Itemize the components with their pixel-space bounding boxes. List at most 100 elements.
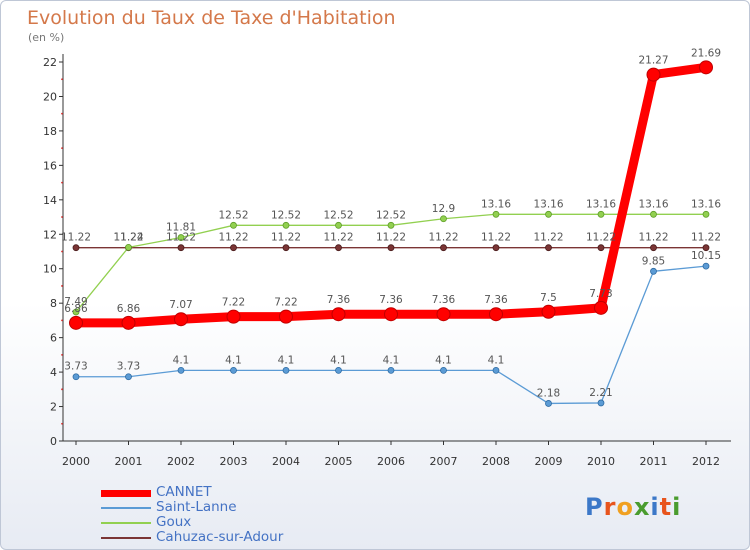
data-label-goux: 12.9 [432,203,455,215]
data-point-saint-lanne [492,366,500,374]
data-label-goux: 13.16 [691,198,721,210]
data-label-cahuzac-sur-adour: 11.22 [481,232,511,244]
data-label-cannet: 7.22 [222,297,245,309]
x-tick-label: 2012 [692,455,720,468]
logo-letter: i [672,493,682,521]
y-minor-tick [61,422,63,425]
data-point-goux [387,221,395,229]
y-minor-tick [61,112,63,115]
data-point-saint-lanne [650,267,657,275]
data-point-goux [545,210,552,218]
data-label-cannet: 21.69 [691,47,721,59]
series-line-saint-lanne [75,265,707,405]
data-label-cahuzac-sur-adour: 11.22 [271,232,301,244]
data-point-saint-lanne [387,366,395,374]
data-point-cannet [384,307,398,322]
data-point-goux [125,243,132,251]
data-point-cahuzac-sur-adour [597,244,605,252]
data-label-saint-lanne: 4.1 [330,354,347,366]
data-label-goux: 12.52 [323,209,353,221]
data-point-cahuzac-sur-adour [702,244,710,252]
data-point-goux [282,221,290,229]
y-tick-label: 14 [43,194,57,207]
legend-label: Saint-Lanne [156,499,237,515]
data-point-cannet [646,67,661,82]
data-label-cahuzac-sur-adour: 11.22 [691,232,721,244]
chart-subtitle: (en %) [28,31,65,44]
data-label-cahuzac-sur-adour: 11.22 [113,232,143,244]
data-point-cannet [69,315,83,330]
data-point-saint-lanne [282,366,290,374]
data-point-saint-lanne [335,366,342,374]
data-point-cahuzac-sur-adour [230,244,237,252]
data-point-goux [335,221,342,229]
data-label-saint-lanne: 4.1 [435,354,452,366]
y-minor-tick [61,285,63,287]
data-point-saint-lanne [597,399,605,407]
data-label-goux: 12.52 [271,209,301,221]
data-label-cahuzac-sur-adour: 11.22 [166,232,196,244]
data-point-cahuzac-sur-adour [387,244,395,252]
y-minor-tick [61,353,63,356]
data-point-cannet [331,307,346,322]
data-label-goux: 13.16 [533,198,563,210]
y-minor-tick [61,147,63,150]
data-label-goux: 13.16 [638,198,668,210]
logo-letter: t [659,493,673,521]
data-label-goux: 13.16 [586,198,616,210]
y-tick-label: 16 [43,159,57,172]
data-point-cannet [594,300,608,315]
data-label-cahuzac-sur-adour: 11.22 [218,232,248,244]
y-tick-label: 8 [50,297,57,310]
legend-swatch [101,537,151,539]
legend-label: Goux [156,514,192,530]
y-tick-label: 22 [43,56,57,69]
data-point-cahuzac-sur-adour [282,244,290,252]
data-label-cannet: 6.86 [64,303,88,315]
y-minor-tick [61,319,63,322]
y-tick-label: 12 [43,228,57,241]
data-point-goux [230,221,237,229]
data-point-cannet [279,309,293,324]
data-label-cannet: 7.73 [589,288,612,300]
proxiti-logo: Proxiti [585,493,681,521]
data-label-saint-lanne: 4.1 [173,354,190,366]
data-point-goux [72,308,80,316]
logo-letter: P [585,493,604,521]
data-label-cannet: 7.36 [432,294,456,306]
y-tick-label: 10 [43,263,57,276]
data-point-cannet [226,309,241,324]
data-point-goux [597,210,605,218]
data-point-saint-lanne [230,366,237,374]
data-label-goux: 11.24 [113,231,143,243]
data-label-cannet: 7.5 [540,292,557,304]
data-label-cannet: 21.27 [638,55,668,67]
data-label-saint-lanne: 4.1 [225,354,242,366]
data-point-saint-lanne [125,373,132,381]
x-tick-label: 2006 [377,455,405,468]
data-label-goux: 7.49 [64,296,87,308]
data-label-saint-lanne: 3.73 [64,361,87,373]
legend-swatch [101,507,151,509]
data-point-cannet [541,304,556,319]
data-point-cahuzac-sur-adour [545,244,552,252]
legend-label: CANNET [156,484,212,500]
data-label-saint-lanne: 3.73 [117,361,140,373]
data-point-saint-lanne [72,373,80,381]
x-tick-label: 2003 [220,455,248,468]
data-label-saint-lanne: 2.18 [537,387,560,399]
data-label-saint-lanne: 4.1 [488,354,505,366]
y-tick-label: 0 [50,435,57,448]
data-point-cahuzac-sur-adour [72,244,80,252]
series-line-cannet [71,62,711,328]
y-tick-label: 2 [50,401,57,414]
y-minor-tick [61,216,63,218]
x-tick-label: 2002 [167,455,195,468]
y-tick-label: 18 [43,125,57,138]
y-tick-label: 20 [43,90,57,103]
data-label-cannet: 6.86 [117,303,141,315]
data-label-cahuzac-sur-adour: 11.22 [638,232,668,244]
data-label-saint-lanne: 4.1 [278,354,295,366]
logo-letter: o [616,493,634,521]
